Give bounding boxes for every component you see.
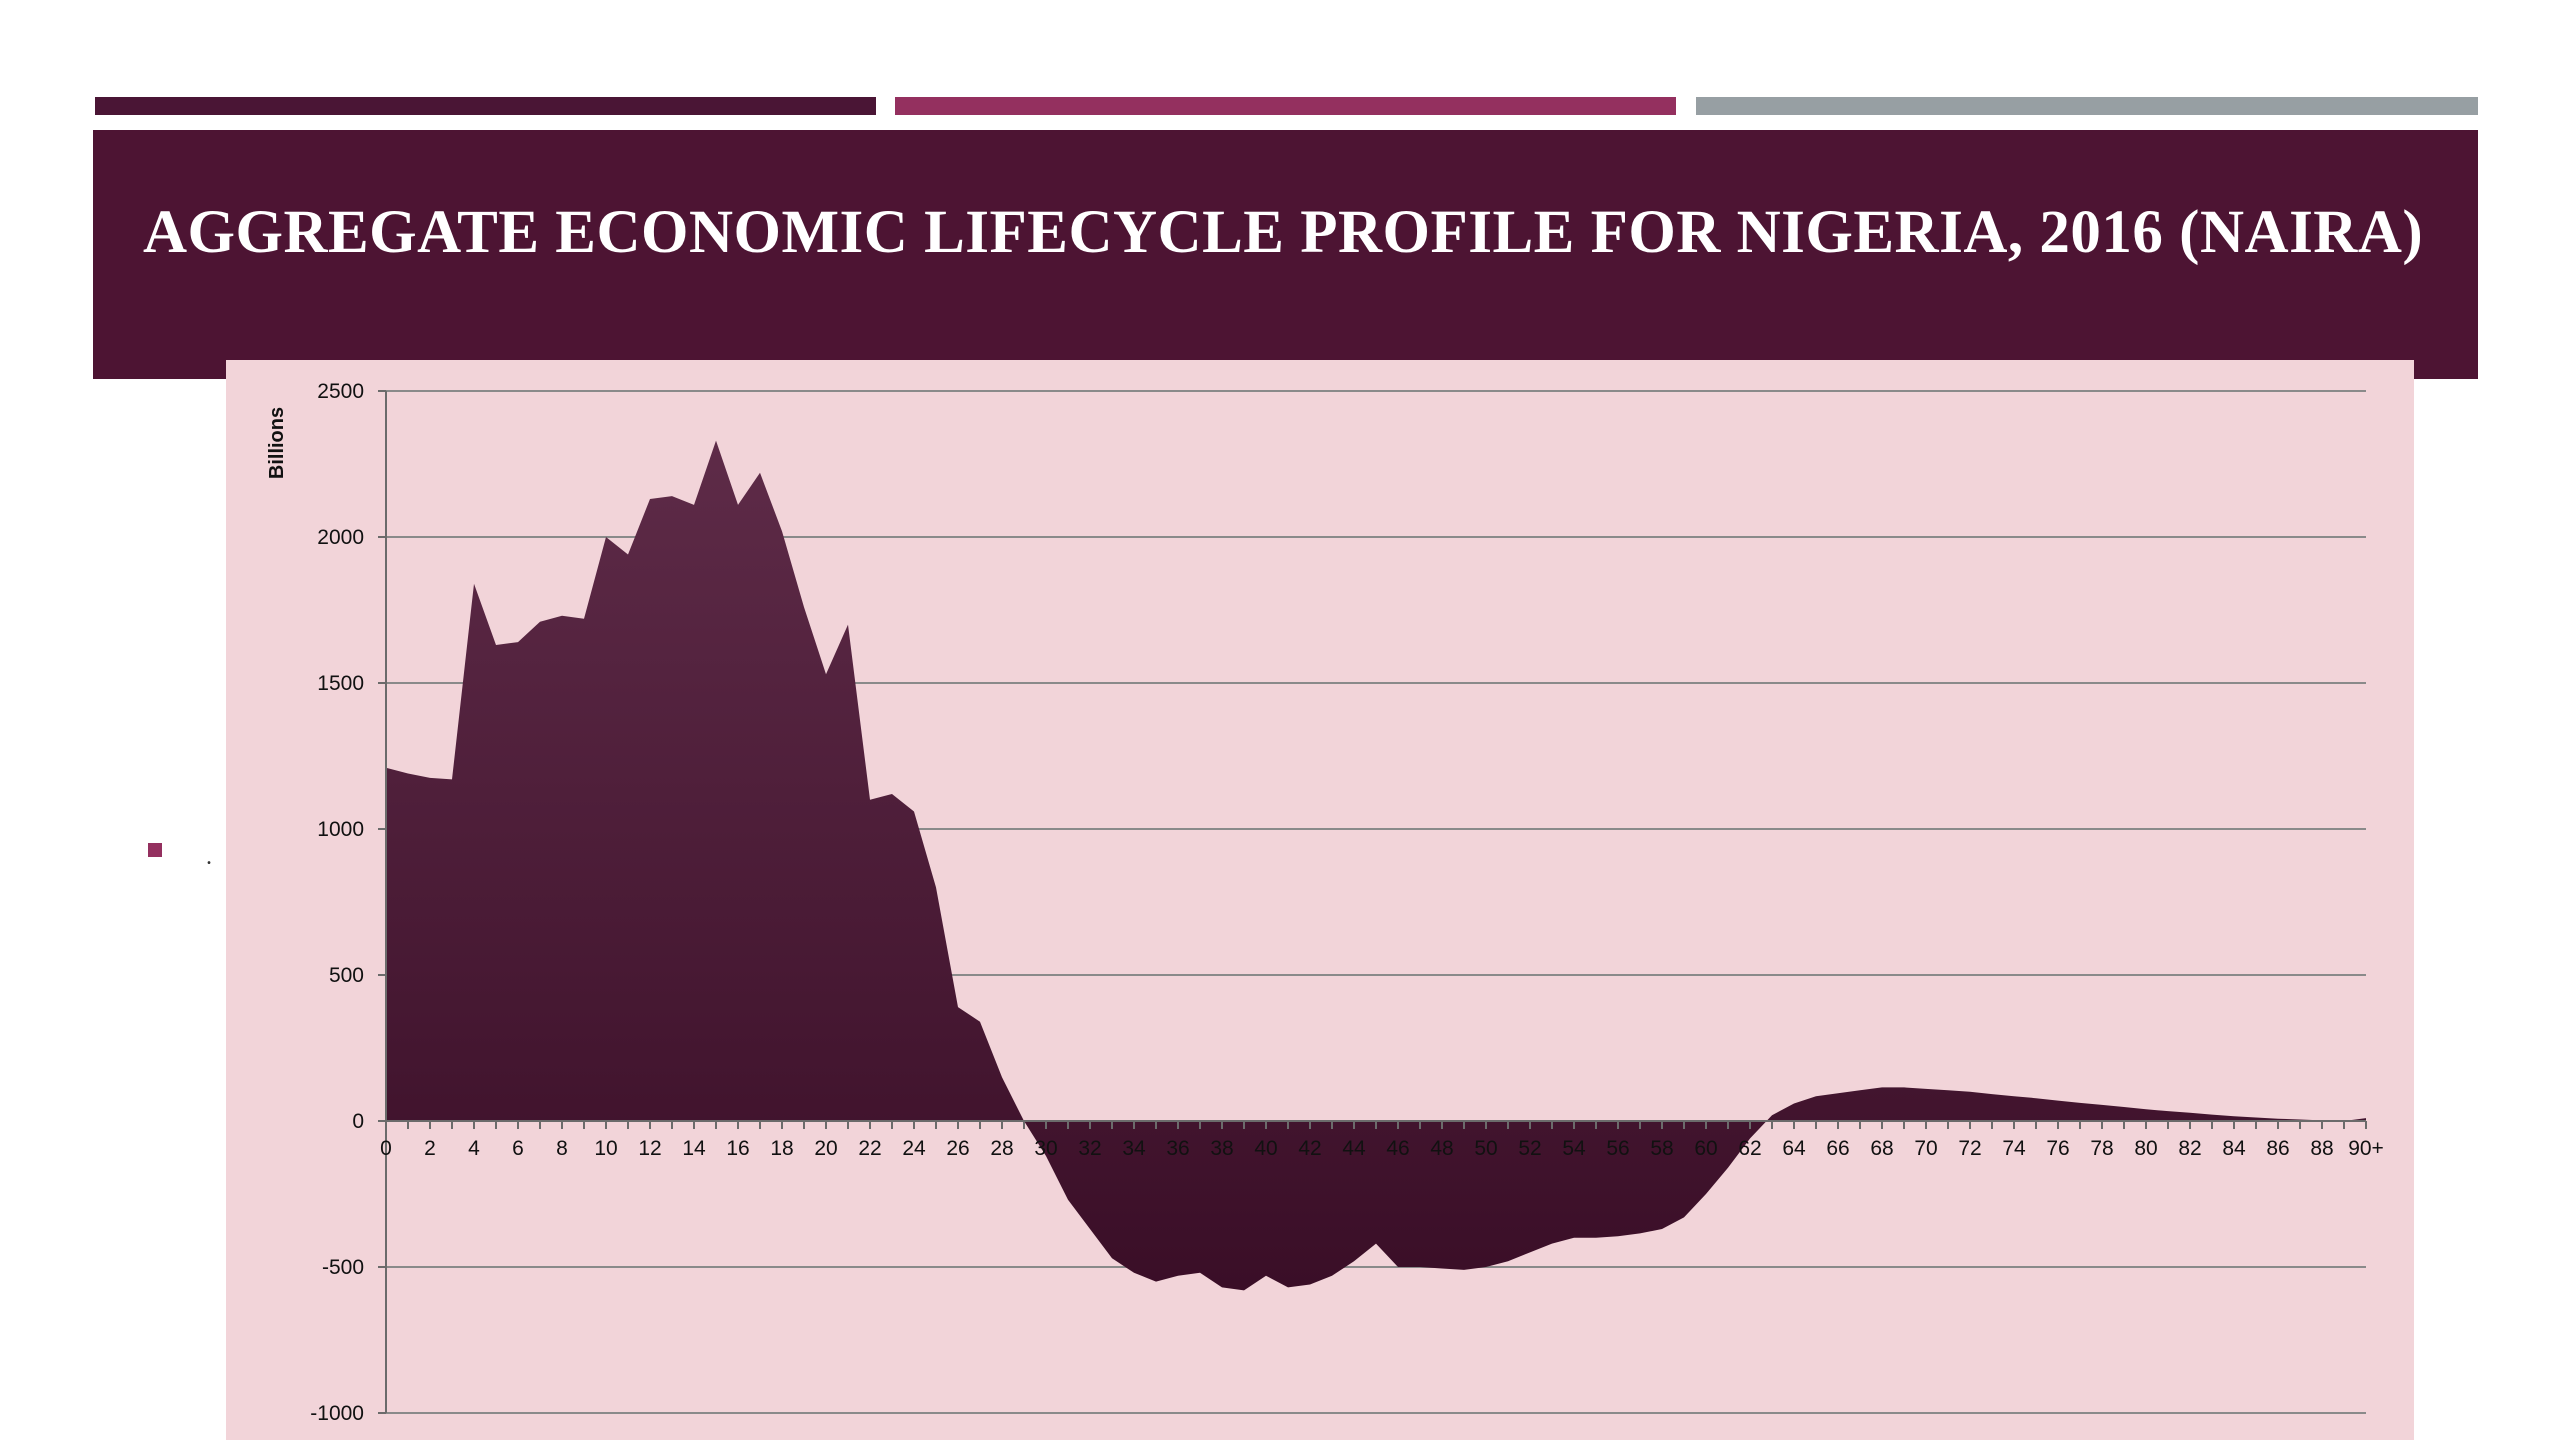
x-tick-label: 56	[1606, 1137, 1629, 1160]
y-tick-label: 2000	[317, 526, 364, 549]
accent-bar-3	[1696, 97, 2478, 115]
accent-bar-1	[95, 97, 876, 115]
x-tick-label: 76	[2046, 1137, 2069, 1160]
x-tick-label: 36	[1166, 1137, 1189, 1160]
x-tick-label: 4	[468, 1137, 480, 1160]
x-tick-label: 86	[2266, 1137, 2289, 1160]
x-tick-label: 50	[1474, 1137, 1497, 1160]
x-tick-label: 74	[2002, 1137, 2026, 1160]
bullet-marker	[148, 843, 162, 857]
y-tick-label: 500	[329, 964, 364, 987]
x-tick-label: 28	[990, 1137, 1013, 1160]
x-tick-label: 2	[424, 1137, 436, 1160]
y-tick-label: 1500	[317, 672, 364, 695]
x-tick-label: 90+	[2348, 1137, 2384, 1160]
x-tick-label: 80	[2134, 1137, 2157, 1160]
accent-bar-2	[895, 97, 1676, 115]
x-tick-label: 72	[1958, 1137, 1981, 1160]
x-tick-label: 22	[858, 1137, 881, 1160]
x-tick-label: 24	[902, 1137, 926, 1160]
y-tick-label: -1000	[310, 1402, 364, 1425]
x-tick-label: 8	[556, 1137, 568, 1160]
x-tick-label: 78	[2090, 1137, 2113, 1160]
x-tick-label: 12	[638, 1137, 661, 1160]
x-tick-label: 38	[1210, 1137, 1233, 1160]
x-tick-label: 10	[594, 1137, 617, 1160]
y-tick-label: 0	[352, 1110, 364, 1133]
x-tick-label: 0	[380, 1137, 392, 1160]
x-tick-label: 54	[1562, 1137, 1586, 1160]
y-tick-label: -500	[322, 1256, 364, 1279]
x-tick-label: 46	[1386, 1137, 1409, 1160]
x-tick-label: 14	[682, 1137, 706, 1160]
x-tick-label: 62	[1738, 1137, 1761, 1160]
x-tick-label: 82	[2178, 1137, 2201, 1160]
x-tick-label: 30	[1034, 1137, 1057, 1160]
x-tick-label: 60	[1694, 1137, 1717, 1160]
x-tick-label: 64	[1782, 1137, 1806, 1160]
x-tick-label: 68	[1870, 1137, 1893, 1160]
x-tick-label: 42	[1298, 1137, 1321, 1160]
data-area-series	[386, 440, 2366, 1291]
x-tick-label: 48	[1430, 1137, 1453, 1160]
y-tick-label: 2500	[317, 380, 364, 403]
x-tick-label: 88	[2310, 1137, 2333, 1160]
x-tick-label: 84	[2222, 1137, 2246, 1160]
bullet-text: .	[206, 844, 212, 870]
x-tick-label: 32	[1078, 1137, 1101, 1160]
x-tick-label: 6	[512, 1137, 524, 1160]
y-axis-title: Billions	[266, 407, 288, 479]
x-tick-label: 70	[1914, 1137, 1937, 1160]
x-tick-label: 20	[814, 1137, 837, 1160]
slide-title: AGGREGATE ECONOMIC LIFECYCLE PROFILE FOR…	[143, 199, 2424, 266]
x-tick-label: 18	[770, 1137, 793, 1160]
x-tick-label: 44	[1342, 1137, 1366, 1160]
x-tick-label: 40	[1254, 1137, 1277, 1160]
chart-panel: 2500 2000 1500 1000 500 0 -500 -1000 0 2 4 6 8 10 12 14…	[226, 360, 2414, 1440]
x-tick-label: 52	[1518, 1137, 1541, 1160]
x-tick-label: 58	[1650, 1137, 1673, 1160]
x-tick-label: 66	[1826, 1137, 1849, 1160]
y-tick-label: 1000	[317, 818, 364, 841]
title-band: AGGREGATE ECONOMIC LIFECYCLE PROFILE FOR…	[93, 130, 2478, 379]
x-tick-label: 26	[946, 1137, 969, 1160]
x-tick-label: 34	[1122, 1137, 1146, 1160]
x-tick-label: 16	[726, 1137, 749, 1160]
